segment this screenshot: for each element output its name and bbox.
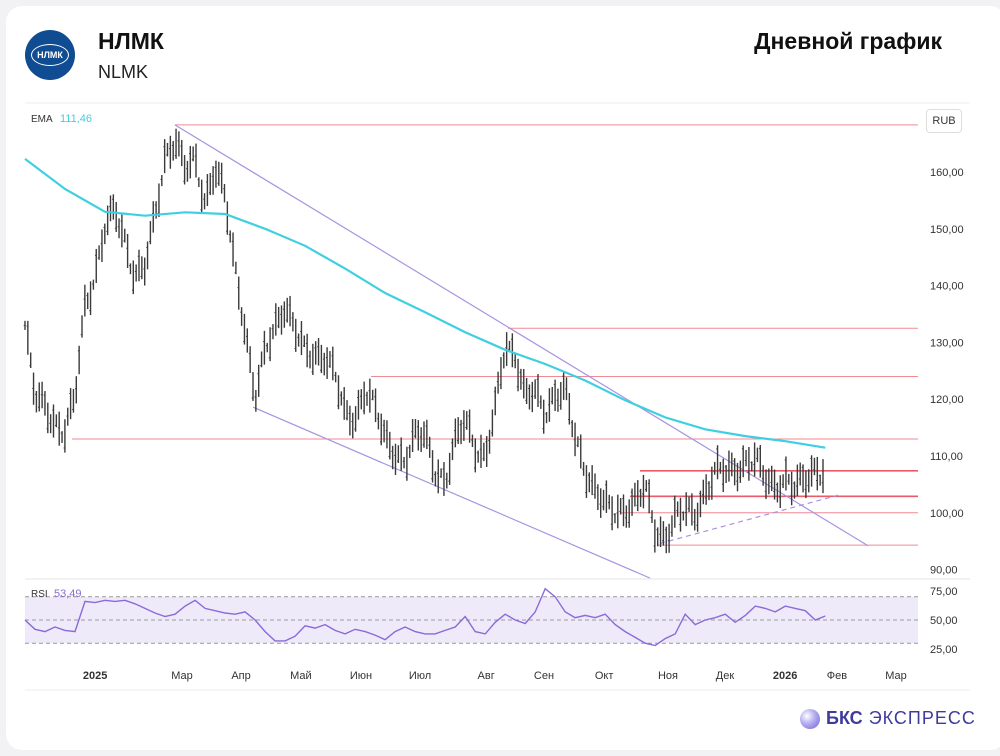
y-tick-label: 90,00 bbox=[930, 565, 958, 577]
y-tick-label: 100,00 bbox=[930, 508, 964, 520]
company-logo: НЛМК bbox=[25, 30, 75, 80]
y-tick-label: 160,00 bbox=[930, 167, 964, 179]
x-tick-label: Июн bbox=[350, 670, 372, 682]
rsi-tick-label: 50,00 bbox=[930, 615, 958, 627]
x-tick-label: Ноя bbox=[658, 670, 678, 682]
ema-value: 111,46 bbox=[60, 113, 92, 125]
ticker-title: НЛМК bbox=[98, 28, 164, 54]
y-tick-label: 130,00 bbox=[930, 337, 964, 349]
chart-type-label: Дневной график bbox=[754, 28, 942, 54]
y-tick-label: 140,00 bbox=[930, 281, 964, 293]
trendline bbox=[174, 124, 869, 547]
rsi-tick-label: 75,00 bbox=[930, 586, 958, 598]
x-tick-label: Май bbox=[290, 670, 312, 682]
x-tick-label: Июл bbox=[409, 670, 431, 682]
x-tick-label: Мар bbox=[885, 670, 907, 682]
x-tick-label: 2026 bbox=[773, 670, 797, 682]
y-tick-label: 150,00 bbox=[930, 224, 964, 236]
rsi-tick-label: 25,00 bbox=[930, 644, 958, 656]
ema-label: EMA bbox=[31, 114, 53, 125]
ema-line bbox=[24, 158, 826, 449]
currency-button[interactable]: RUB bbox=[926, 109, 962, 133]
brand-bold: БКС bbox=[826, 708, 863, 728]
ticker-subtitle: NLMK bbox=[98, 62, 149, 82]
bks-sphere-icon bbox=[800, 708, 820, 729]
brand-rest: ЭКСПРЕСС bbox=[868, 708, 976, 728]
y-tick-label: 120,00 bbox=[930, 394, 964, 406]
trendline bbox=[252, 406, 651, 579]
rsi-line bbox=[24, 587, 826, 647]
y-tick-label: 110,00 bbox=[930, 451, 963, 463]
trendline bbox=[659, 494, 839, 545]
x-tick-label: Мар bbox=[171, 670, 193, 682]
x-tick-label: Сен bbox=[534, 670, 554, 682]
rsi-label: RSI bbox=[31, 589, 48, 600]
x-tick-label: Апр bbox=[231, 670, 250, 682]
x-tick-label: 2025 bbox=[83, 670, 107, 682]
x-tick-label: Фев bbox=[827, 670, 847, 682]
bks-express-logo: БКС ЭКСПРЕСС bbox=[800, 708, 976, 729]
logo-text: НЛМК bbox=[31, 44, 69, 66]
x-tick-label: Дек bbox=[716, 670, 735, 682]
x-tick-label: Авг bbox=[478, 670, 495, 682]
rsi-value: 53,49 bbox=[54, 588, 82, 600]
x-tick-label: Окт bbox=[595, 670, 614, 682]
